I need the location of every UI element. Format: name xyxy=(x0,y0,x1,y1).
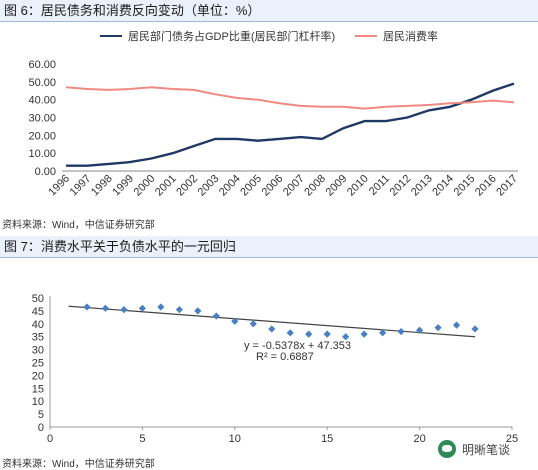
figure-6-source: 资料来源：Wind，中信证券研究部 xyxy=(2,220,155,231)
scatter-point xyxy=(360,330,368,338)
x-tick-label: 2014 xyxy=(430,173,456,199)
x-tick-label: 2013 xyxy=(409,173,435,199)
wechat-icon xyxy=(437,440,456,458)
scatter-point xyxy=(416,326,424,334)
y-tick-label: 60.00 xyxy=(28,59,56,71)
y-tick-label: 30 xyxy=(32,345,44,357)
scatter-point xyxy=(249,320,257,328)
scatter-point xyxy=(175,306,183,314)
y-tick-label: 10 xyxy=(32,396,44,408)
y-tick-label: 40 xyxy=(32,319,44,331)
x-tick-label: 2003 xyxy=(196,173,222,199)
y-tick-label: 40.00 xyxy=(28,95,56,107)
figure-7-title: 图 7：消费水平关于负债水平的一元回归 xyxy=(0,236,538,258)
x-tick-label: 2005 xyxy=(238,173,264,199)
x-tick-label: 0 xyxy=(47,433,53,445)
scatter-point xyxy=(286,329,294,337)
legend-label: 居民部门债务占GDP比重(居民部门杠杆率) xyxy=(128,29,335,43)
regression-r2: R² = 0.6887 xyxy=(256,351,314,363)
scatter-point xyxy=(194,307,202,315)
y-tick-label: 30.00 xyxy=(28,113,56,125)
figure-6-title: 图 6：居民债务和消费反向变动（单位：%） xyxy=(0,0,538,22)
x-tick-label: 2017 xyxy=(494,173,520,199)
y-tick-label: 15 xyxy=(32,383,44,395)
x-tick-label: 2007 xyxy=(281,173,307,199)
x-tick-label: 2008 xyxy=(302,173,328,199)
scatter-point xyxy=(434,324,442,332)
x-tick-label: 2016 xyxy=(473,173,499,199)
x-tick-label: 2001 xyxy=(153,173,179,199)
x-tick-label: 15 xyxy=(321,433,333,445)
y-tick-label: 0 xyxy=(38,422,44,434)
scatter-point xyxy=(138,304,146,312)
scatter-point xyxy=(268,325,276,333)
x-tick-label: 2002 xyxy=(174,173,200,199)
y-tick-label: 50 xyxy=(32,293,44,305)
scatter-point xyxy=(305,330,313,338)
x-tick-label: 20 xyxy=(413,433,425,445)
line-chart-debt-consumption: 居民部门债务占GDP比重(居民部门杠杆率) 居民消费率 0.00 10.00 20.00… xyxy=(28,29,520,199)
x-tick-label: 2012 xyxy=(388,173,414,199)
y-tick-label: 50.00 xyxy=(28,77,56,89)
scatter-point xyxy=(452,321,461,329)
scatter-point xyxy=(212,312,220,320)
scatter-point xyxy=(342,333,350,341)
y-tick-label: 45 xyxy=(32,306,44,318)
x-tick-label: 1999 xyxy=(110,173,136,199)
x-tick-label: 2010 xyxy=(345,173,371,199)
watermark: 明晰笔谈 xyxy=(437,440,510,458)
x-tick-label: 10 xyxy=(229,433,241,445)
x-tick-label: 1997 xyxy=(68,173,94,199)
legend-label: 居民消费率 xyxy=(383,29,438,43)
scatter-point xyxy=(83,303,91,311)
regression-equation: y = -0.5378x + 47.353 xyxy=(244,340,351,352)
x-tick-label: 2006 xyxy=(260,173,286,199)
x-tick-label: 2004 xyxy=(217,173,243,199)
y-tick-label: 35 xyxy=(32,332,44,344)
scatter-point xyxy=(157,303,165,311)
x-tick-label: 2015 xyxy=(452,173,478,199)
x-tick-label: 25 xyxy=(506,433,518,445)
y-tick-label: 20 xyxy=(32,370,44,382)
series-line-1 xyxy=(66,82,515,167)
figure-7-source: 资料来源：Wind，中信证券研究部 xyxy=(2,459,155,470)
scatter-point xyxy=(101,304,110,312)
x-tick-label: 5 xyxy=(139,433,145,445)
y-tick-label: 0.00 xyxy=(35,166,56,178)
x-tick-label: 1998 xyxy=(89,173,115,199)
x-tick-label: 2011 xyxy=(367,173,392,198)
scatter-point xyxy=(397,327,405,336)
x-tick-label: 2009 xyxy=(324,173,350,199)
y-tick-label: 25 xyxy=(32,358,44,370)
y-tick-label: 20.00 xyxy=(28,130,56,142)
scatter-point xyxy=(120,306,128,314)
watermark-text: 明晰笔谈 xyxy=(461,442,510,457)
scatter-point xyxy=(471,325,479,333)
scatter-point xyxy=(323,330,331,338)
y-tick-label: 10.00 xyxy=(28,148,56,160)
x-tick-label: 2000 xyxy=(132,173,158,199)
series-line-2 xyxy=(65,86,515,110)
trendline xyxy=(68,305,476,338)
y-tick-label: 5 xyxy=(38,409,44,421)
